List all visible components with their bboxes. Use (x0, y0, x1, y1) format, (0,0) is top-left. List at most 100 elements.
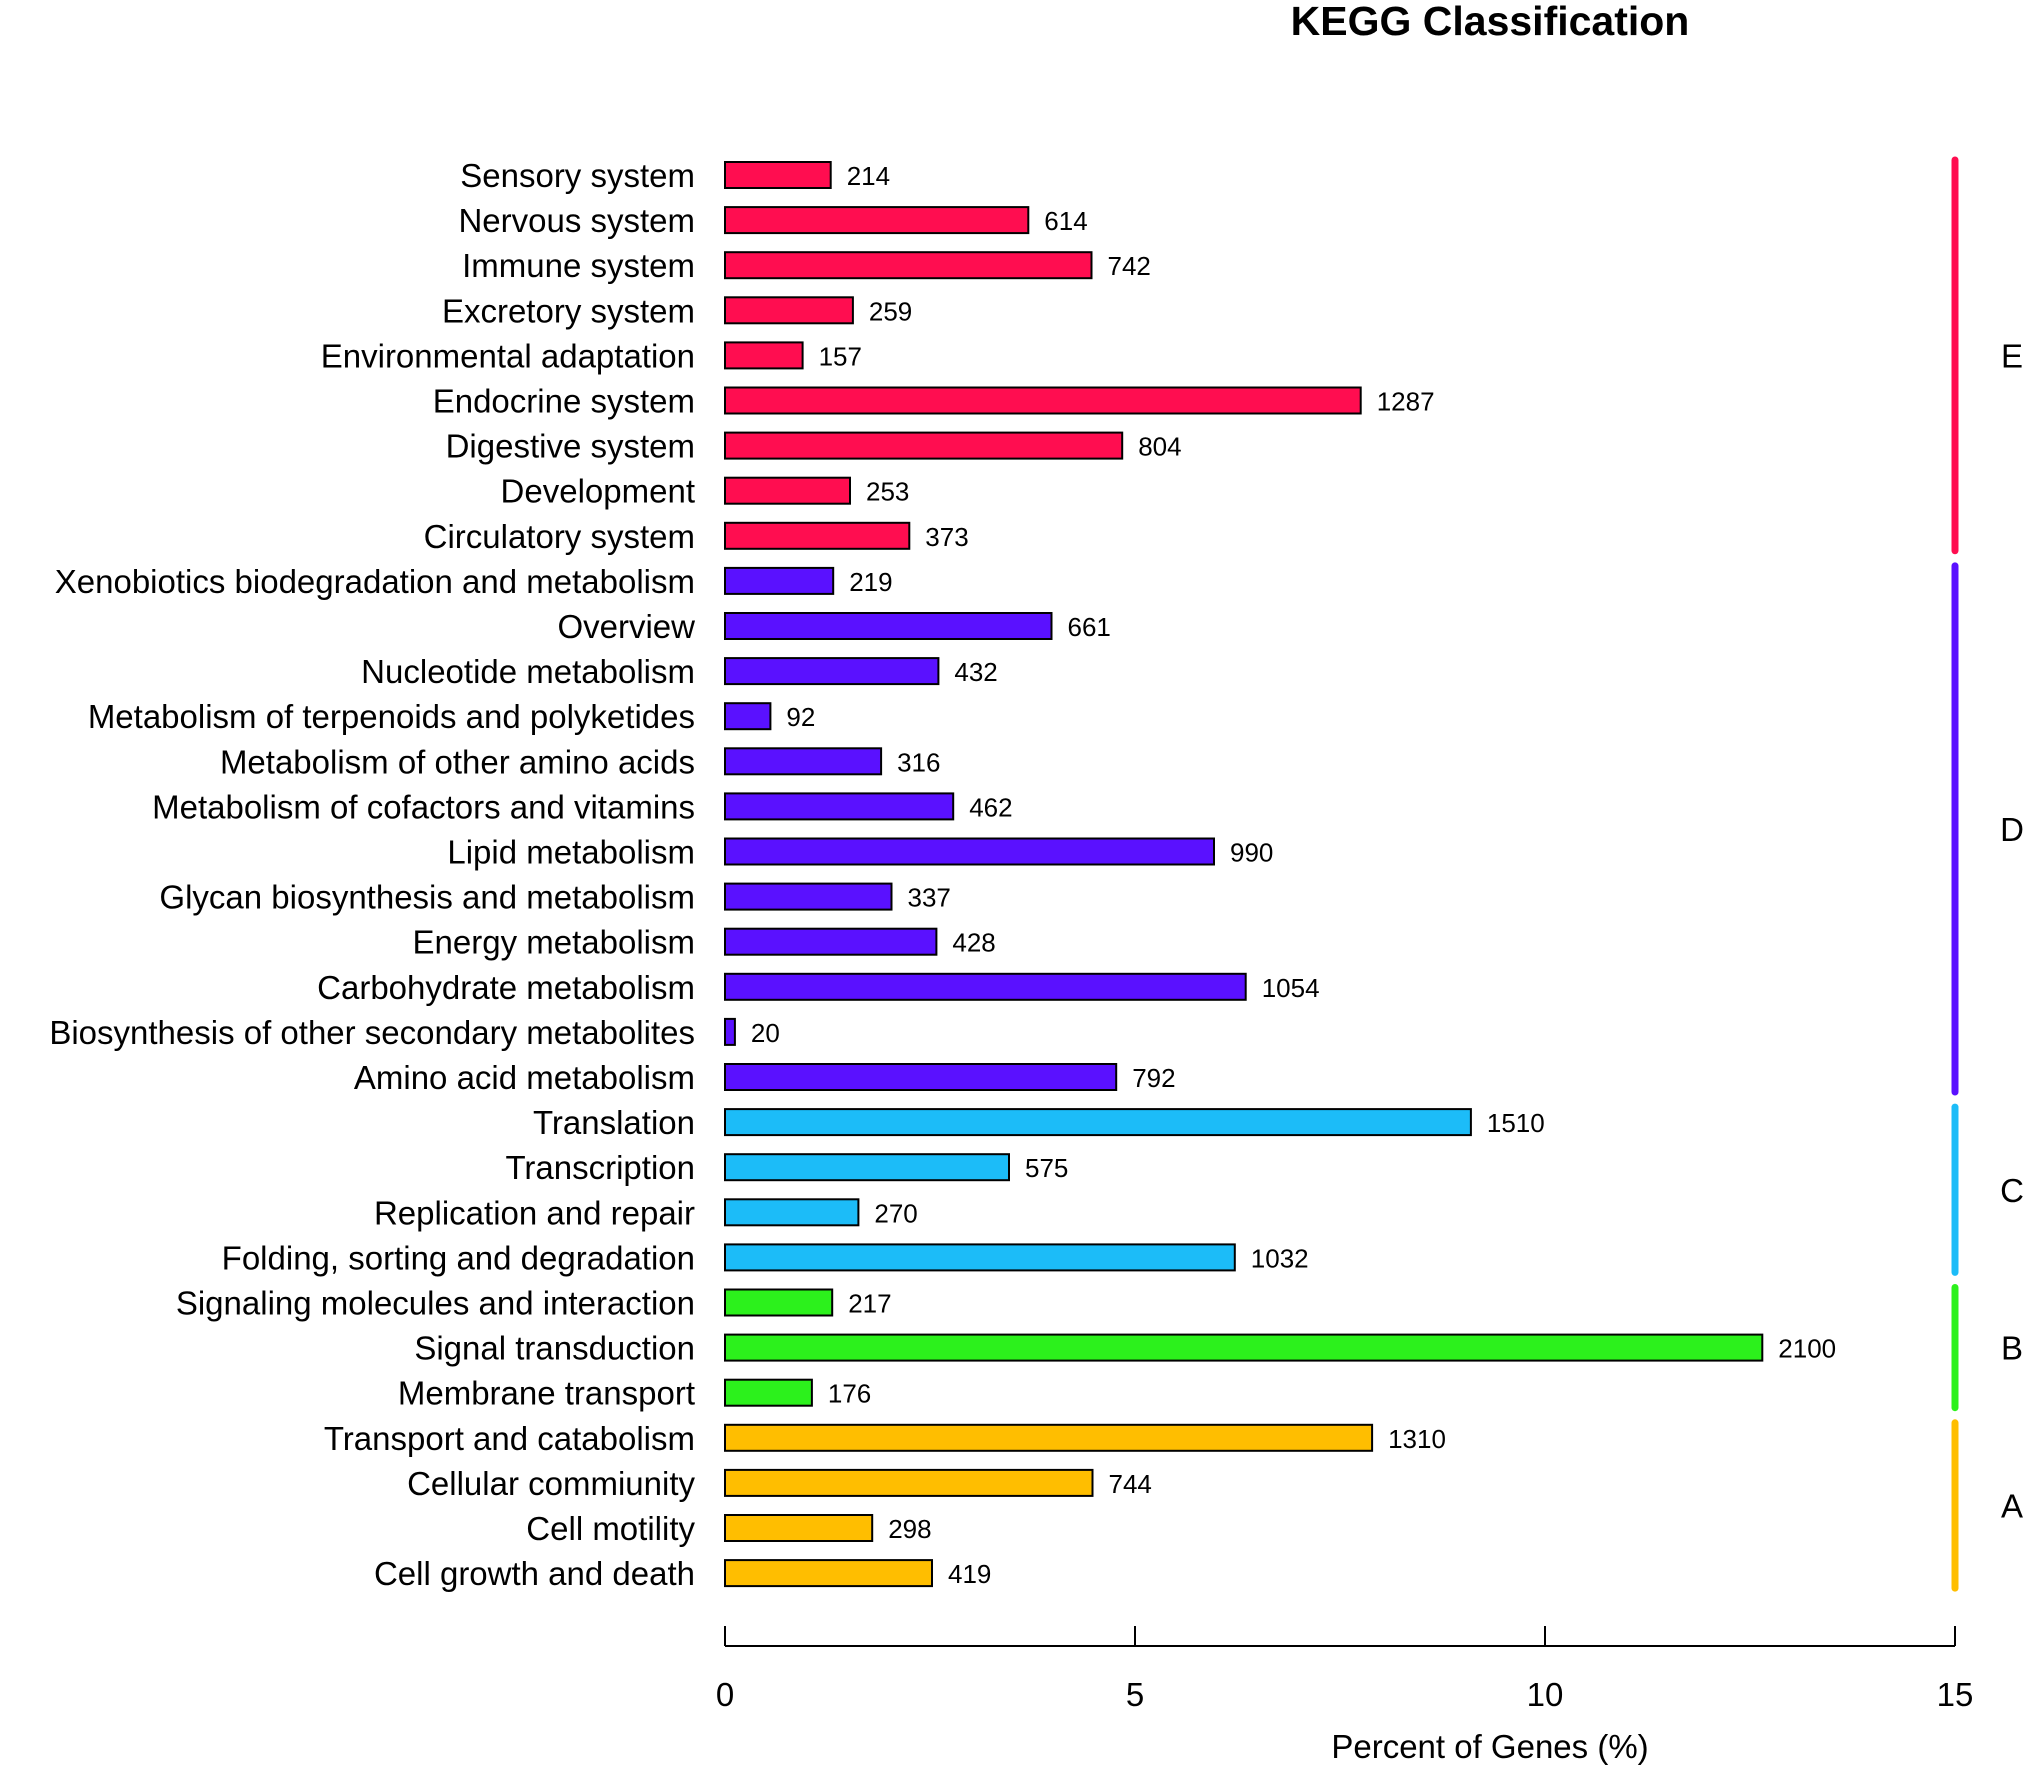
bar-value-label: 742 (1108, 251, 1151, 281)
category-label: Metabolism of other amino acids (220, 743, 695, 780)
bar-value-label: 270 (874, 1198, 917, 1228)
bar (724, 657, 940, 686)
bar (724, 1063, 1118, 1091)
category-label: Carbohydrate metabolism (317, 969, 695, 1006)
x-axis-label: Percent of Genes (%) (1331, 1728, 1648, 1765)
bar-value-label: 253 (866, 477, 909, 507)
bar (724, 792, 955, 821)
bar (724, 1559, 933, 1588)
category-label: Endocrine system (433, 383, 695, 420)
category-label: Metabolism of terpenoids and polyketides (88, 698, 695, 735)
bar-value-label: 661 (1068, 612, 1111, 642)
category-label: Circulatory system (424, 518, 695, 555)
bar (724, 1514, 874, 1542)
bar (724, 1423, 1374, 1452)
bar-value-label: 614 (1044, 206, 1087, 236)
category-label: Excretory system (442, 292, 695, 329)
category-label: Biosynthesis of other secondary metaboli… (49, 1014, 695, 1051)
category-label: Cell motility (526, 1510, 695, 1547)
category-label: Energy metabolism (413, 924, 695, 961)
bar-value-label: 298 (888, 1514, 931, 1544)
category-label: Amino acid metabolism (354, 1059, 695, 1096)
bar-value-label: 804 (1138, 432, 1181, 462)
category-label: Digestive system (446, 428, 695, 465)
group-label: A (2001, 1487, 2023, 1524)
bar-value-label: 214 (847, 161, 890, 191)
bar (724, 1017, 736, 1046)
bar-value-label: 419 (948, 1559, 991, 1589)
bar (724, 702, 772, 731)
bar (724, 747, 883, 776)
bar-value-label: 316 (897, 747, 940, 777)
bar-value-label: 176 (828, 1379, 871, 1409)
category-label: Metabolism of cofactors and vitamins (152, 788, 695, 825)
bar (724, 161, 832, 189)
category-label: Folding, sorting and degradation (222, 1239, 695, 1276)
group-label: C (2000, 1172, 2024, 1209)
bar-value-label: 462 (969, 792, 1012, 822)
category-label: Immune system (462, 247, 695, 284)
bar-value-label: 219 (849, 567, 892, 597)
bar (724, 251, 1093, 280)
bars-layer: Sensory system 214 Nervous system 614 Immune… (49, 157, 1836, 1592)
bar (724, 1198, 860, 1227)
bar-value-label: 744 (1109, 1469, 1152, 1499)
chart-title: KEGG Classification (1291, 0, 1690, 44)
bar-value-label: 92 (786, 702, 815, 732)
bar-value-label: 1054 (1262, 973, 1320, 1003)
category-label: Transcription (505, 1149, 695, 1186)
category-label: Membrane transport (398, 1375, 695, 1412)
x-tick-label: 0 (716, 1676, 734, 1713)
category-label: Signal transduction (414, 1330, 695, 1367)
bar (724, 1378, 813, 1407)
bar (724, 476, 851, 505)
category-label: Overview (557, 608, 695, 645)
bar (724, 206, 1030, 235)
category-label: Signaling molecules and interaction (176, 1285, 695, 1322)
category-label: Nervous system (458, 202, 695, 239)
bar (724, 386, 1362, 415)
bar (724, 1108, 1472, 1137)
bar-value-label: 428 (952, 928, 995, 958)
bar-value-label: 1287 (1377, 387, 1435, 417)
category-label: Lipid metabolism (447, 834, 695, 871)
category-label: Nucleotide metabolism (361, 653, 695, 690)
category-label: Development (501, 473, 695, 510)
bar-value-label: 792 (1132, 1063, 1175, 1093)
category-label: Environmental adaptation (321, 337, 695, 374)
bar-value-label: 2100 (1778, 1334, 1836, 1364)
x-tick-label: 15 (1937, 1676, 1974, 1713)
bar-value-label: 1032 (1251, 1243, 1309, 1273)
category-label: Xenobiotics biodegradation and metabolis… (55, 563, 695, 600)
x-tick-label: 5 (1126, 1676, 1144, 1713)
bar (724, 1468, 1094, 1497)
bar (724, 296, 854, 325)
group-label: E (2001, 337, 2023, 374)
bar-value-label: 432 (954, 657, 997, 687)
bar (724, 1288, 834, 1317)
category-label: Cellular commiunity (407, 1465, 695, 1502)
bar (724, 837, 1215, 866)
bar-value-label: 337 (908, 883, 951, 913)
category-label: Replication and repair (374, 1194, 695, 1231)
x-tick-label: 10 (1527, 1676, 1564, 1713)
bar-value-label: 1510 (1487, 1108, 1545, 1138)
group-label: B (2001, 1330, 2023, 1367)
bar-value-label: 217 (848, 1289, 891, 1319)
bar (724, 431, 1124, 460)
category-label: Translation (533, 1104, 695, 1141)
group-label: D (2000, 811, 2024, 848)
x-axis: 0 5 10 15 (716, 1626, 1974, 1713)
category-label: Cell growth and death (374, 1555, 695, 1592)
bar-value-label: 990 (1230, 838, 1273, 868)
bar (724, 566, 835, 595)
bar (724, 882, 893, 911)
bar (724, 1243, 1236, 1272)
bar-value-label: 20 (751, 1018, 780, 1048)
category-label: Transport and catabolism (324, 1420, 695, 1457)
bar-value-label: 575 (1025, 1153, 1068, 1183)
bar (724, 1153, 1010, 1182)
bar (724, 612, 1053, 640)
bar (724, 1333, 1764, 1362)
